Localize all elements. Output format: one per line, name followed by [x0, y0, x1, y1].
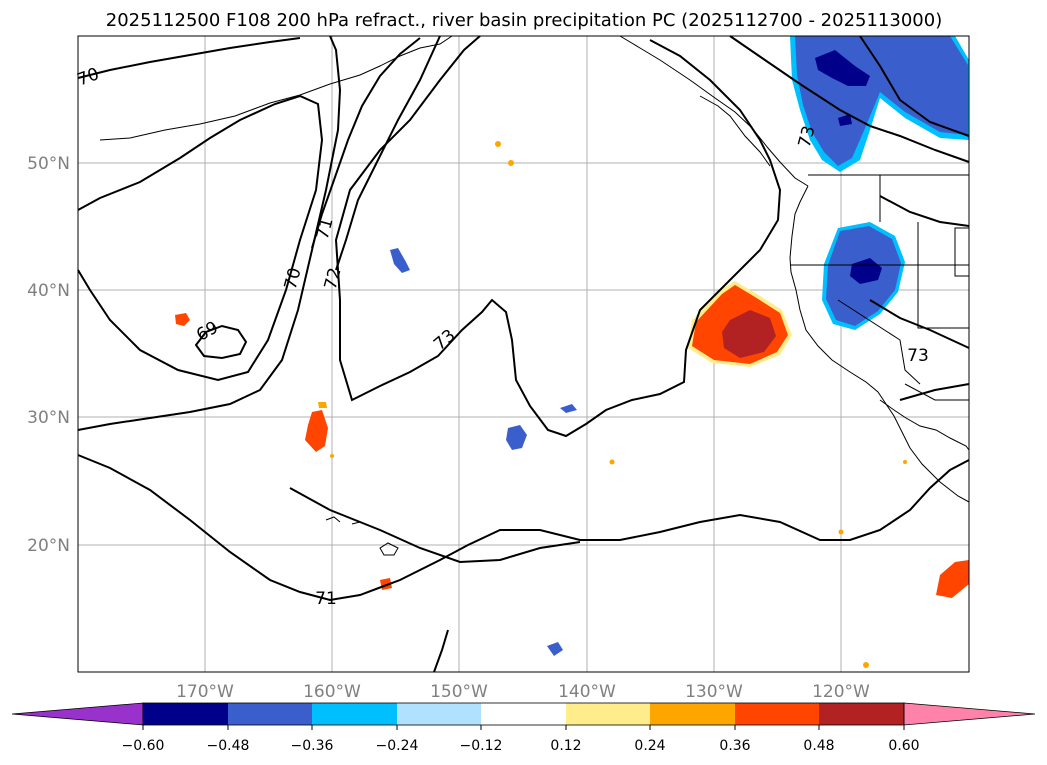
contour-ne-2	[859, 35, 970, 137]
colorbar-tick-label-1: −0.60	[122, 738, 165, 754]
lon-label-160w: 160°W	[303, 682, 361, 702]
contour-71	[311, 37, 421, 249]
pos-anomaly-small-5	[936, 560, 969, 598]
pos-anomaly-dot-5	[863, 662, 869, 668]
contour-south-tail	[433, 629, 449, 673]
colorbar-tick-label-5: −0.12	[460, 738, 503, 754]
colorbar-bin-7	[650, 703, 735, 725]
pos-anomaly-dot-7	[903, 460, 907, 464]
colorbar-tick-label-9: 0.48	[803, 738, 834, 754]
coastline-alaska-panhandle	[619, 35, 809, 187]
colorbar-frame	[142, 702, 905, 726]
contour-outer-west	[77, 94, 324, 382]
contour-71-south	[77, 454, 970, 602]
neg-anomaly-small-3	[560, 404, 577, 413]
colorbar-bin-9	[819, 703, 904, 725]
colorbar-bin-6	[566, 703, 650, 725]
contour-ne-3	[879, 195, 970, 227]
neg-anomaly-small-2	[506, 425, 527, 450]
colorbar-bin-5	[481, 703, 566, 725]
lat-label-30n: 30°N	[27, 408, 70, 428]
lat-labels: 50°N 40°N 30°N 20°N	[27, 154, 70, 556]
neg-anomaly-small-4	[547, 642, 563, 656]
colorbar-tick-label-3: −0.36	[291, 738, 334, 754]
contour-73-south	[289, 487, 581, 564]
pos-anomaly-offshore-dark	[722, 310, 776, 358]
lat-label-40n: 40°N	[27, 281, 70, 301]
colorbar-over-arrow	[903, 702, 1036, 726]
pos-anomaly-dot-3	[609, 459, 615, 465]
coastlines	[99, 35, 970, 556]
coastline-bc-islands	[699, 95, 771, 167]
colorbar: −0.60 −0.48 −0.36 −0.24 −0.12 0.12 0.24 …	[11, 702, 1036, 754]
lon-labels: 170°W 160°W 150°W 140°W 130°W 120°W	[176, 682, 870, 702]
island-hawaii-2	[325, 516, 341, 523]
precip-anomaly-fills	[175, 36, 969, 668]
colorbar-bin-3	[312, 703, 397, 725]
neg-anomaly-north-dark-2	[838, 114, 852, 126]
lon-label-140w: 140°W	[558, 682, 616, 702]
coastline-us-west	[789, 185, 970, 503]
colorbar-bin-1	[143, 703, 228, 725]
colorbar-tick-label-6: 0.12	[550, 738, 581, 754]
colorbar-bin-4	[397, 703, 481, 725]
figure-title: 2025112500 F108 200 hPa refract., river …	[106, 10, 942, 31]
colorbar-tick-label-2: −0.48	[207, 738, 250, 754]
border-us-mexico	[904, 383, 969, 401]
pos-anomaly-dot-4	[838, 529, 844, 535]
contour-69	[194, 324, 248, 360]
lon-label-120w: 120°W	[812, 682, 870, 702]
refractivity-contours	[77, 35, 970, 673]
contour-72	[335, 35, 441, 271]
pos-anomaly-small-3	[318, 402, 327, 408]
colorbar-tick-label-8: 0.36	[719, 738, 750, 754]
contour-70	[77, 35, 342, 431]
pos-anomaly-dot-1	[495, 141, 501, 147]
lat-label-20n: 20°N	[27, 536, 70, 556]
colorbar-tick-label-4: −0.24	[376, 738, 419, 754]
pos-anomaly-small-2	[305, 410, 328, 452]
border-states-3	[917, 222, 969, 329]
lon-label-130w: 130°W	[685, 682, 743, 702]
colorbar-bin-2	[228, 703, 312, 725]
pos-anomaly-small-1	[175, 313, 190, 326]
pos-anomaly-dot-2	[508, 160, 514, 166]
colorbar-tick-label-10: 0.60	[888, 738, 919, 754]
neg-anomaly-small-1	[390, 248, 410, 273]
pos-anomaly-dot-6	[330, 454, 334, 458]
contour-label-73-east: 73	[907, 346, 929, 366]
map-panel: 70 71 72 70 69 73 71 73 73	[75, 35, 970, 673]
contour-73-outer	[339, 39, 782, 438]
colorbar-under-arrow	[11, 702, 144, 726]
lon-label-170w: 170°W	[176, 682, 234, 702]
map-frame	[77, 35, 970, 673]
contour-73-interior	[334, 35, 481, 301]
contour-se-1	[899, 383, 970, 401]
colorbar-tick-label-7: 0.24	[634, 738, 665, 754]
contour-70-north	[77, 37, 301, 79]
island-hawaii-1	[379, 542, 399, 556]
contour-ne-1	[729, 35, 970, 163]
colorbar-ticks	[142, 725, 905, 730]
border-states-4	[837, 299, 921, 385]
gridlines	[78, 36, 969, 672]
colorbar-bin-8	[735, 703, 819, 725]
lat-label-50n: 50°N	[27, 154, 70, 174]
lon-label-150w: 150°W	[430, 682, 488, 702]
neg-anomaly-north-dark	[815, 50, 870, 86]
contour-label-71-south: 71	[315, 589, 337, 609]
coastline-alaska	[99, 35, 453, 141]
contour-ne-4	[869, 299, 970, 349]
contour-labels: 70 71 72 70 69 73 71 73 73	[75, 64, 929, 609]
coastline-baja	[879, 399, 970, 451]
